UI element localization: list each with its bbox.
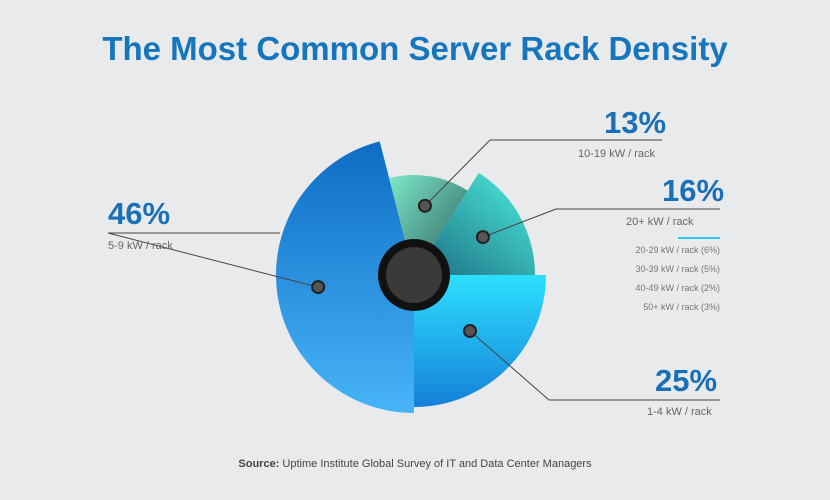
breakdown-50plus: 50+ kW / rack (3%) (643, 302, 720, 312)
label-pct-5-9: 46% (108, 196, 171, 231)
label-pct-10-19: 13% (604, 105, 667, 140)
leader-line-20plus (482, 208, 720, 238)
breakdown-20-29: 20-29 kW / rack (6%) (635, 245, 720, 255)
label-5-9: 5-9 kW / rack (108, 240, 173, 252)
chart-title: The Most Common Server Rack Density (102, 30, 728, 67)
label-1-4: 1-4 kW / rack (647, 406, 712, 418)
label-pct-1-4: 25% (655, 363, 718, 398)
slice-20plus (414, 172, 535, 275)
slice-1-4 (414, 275, 546, 407)
center-hub-inner (386, 247, 442, 303)
marker-dot-5-9 (311, 280, 326, 295)
breakdown-40-49: 40-49 kW / rack (2%) (635, 283, 720, 293)
leader-line-5-9 (107, 232, 319, 288)
label-20plus: 20+ kW / rack (626, 216, 694, 228)
breakdown-30-39: 30-39 kW / rack (5%) (635, 264, 720, 274)
leader-line-1-4 (469, 330, 720, 401)
marker-dot-20plus (475, 230, 490, 245)
marker-dot-10-19 (417, 198, 432, 213)
label-pct-20plus: 16% (662, 173, 725, 208)
label-10-19: 10-19 kW / rack (578, 148, 656, 160)
source-note: Source: Uptime Institute Global Survey o… (238, 458, 592, 470)
marker-dot-1-4 (463, 324, 478, 339)
leader-line-10-19 (424, 139, 662, 207)
slice-5-9 (275, 141, 414, 414)
